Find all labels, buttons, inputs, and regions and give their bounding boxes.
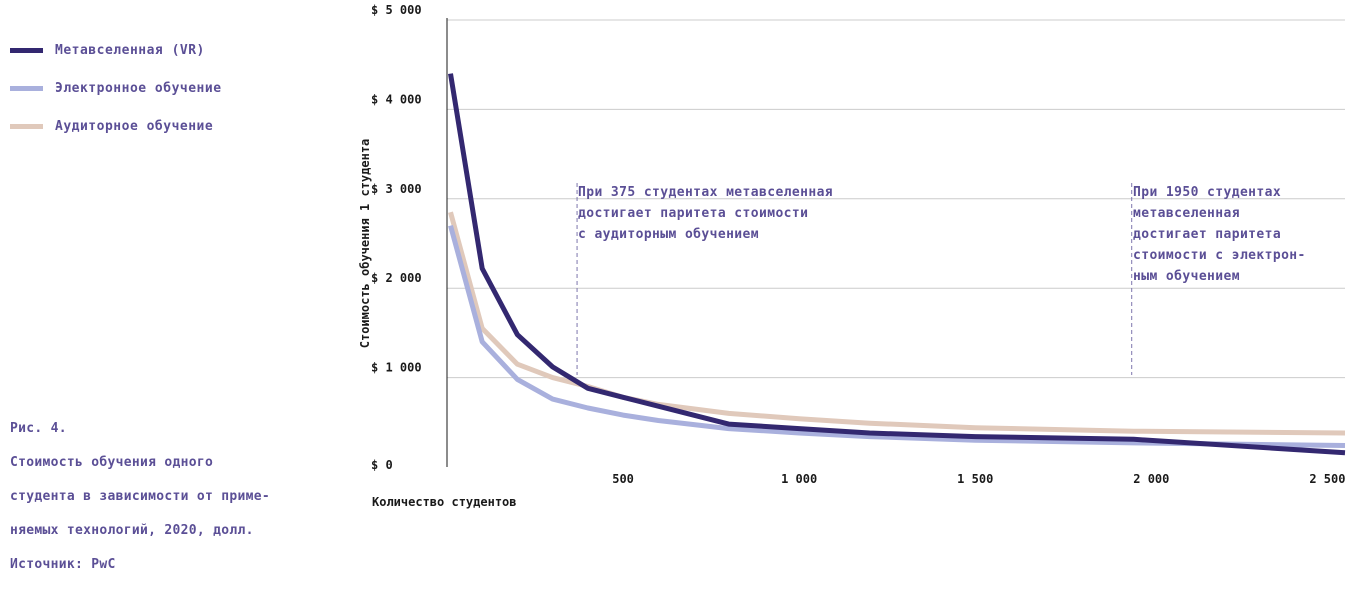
annotation-text: При 1950 студентах <box>1133 185 1281 200</box>
annotation-text: достигает паритета стоимости <box>578 206 808 221</box>
annotation-text: ным обучением <box>1133 269 1240 284</box>
legend-swatch-vr <box>10 47 43 53</box>
x-tick-label: 500 <box>612 472 634 486</box>
y-tick-label: $ 0 <box>371 458 393 472</box>
x-tick-label: 1 000 <box>781 472 817 486</box>
chart-legend: Метавселенная (VR) Электронное обучение … <box>10 40 222 154</box>
y-axis-title: Стоимость обучения 1 студента <box>358 139 372 349</box>
x-tick-label: 2 000 <box>1133 472 1169 486</box>
x-tick-label: 1 500 <box>957 472 993 486</box>
series-line <box>448 224 1346 448</box>
legend-label-classroom: Аудиторное обучение <box>55 118 214 134</box>
legend-swatch-classroom <box>10 123 43 129</box>
y-tick-label: $ 1 000 <box>371 361 422 375</box>
y-tick-label: $ 5 000 <box>371 3 422 17</box>
legend-label-elearning: Электронное обучение <box>55 80 222 96</box>
annotation-text: достигает паритета <box>1133 227 1281 242</box>
x-tick-label: 2 500 <box>1309 472 1345 486</box>
annotation-text: метавселенная <box>1133 206 1240 221</box>
annotation-text: При 375 студентах метавселенная <box>578 185 833 200</box>
caption-source: Источник: PwC <box>10 557 116 572</box>
y-tick-label: $ 4 000 <box>371 92 422 106</box>
annotation-text: стоимости с электрон- <box>1133 248 1306 263</box>
caption-title-line-3: няемых технологий, 2020, долл. <box>10 523 254 538</box>
y-tick-label: $ 3 000 <box>371 182 422 196</box>
x-axis-title: Количество студентов <box>372 495 517 509</box>
caption-figure-number: Рис. 4. <box>10 421 67 436</box>
annotation-text: с аудиторным обучением <box>578 227 759 242</box>
caption-title-line-2: студента в зависимости от приме- <box>10 489 271 504</box>
series-line <box>448 211 1346 436</box>
legend-item-classroom: Аудиторное обучение <box>10 116 222 136</box>
series-line <box>448 73 1346 456</box>
caption-title-line-1: Стоимость обучения одного <box>10 455 214 470</box>
legend-item-elearning: Электронное обучение <box>10 78 222 98</box>
legend-label-vr: Метавселенная (VR) <box>55 42 205 58</box>
legend-item-vr: Метавселенная (VR) <box>10 40 222 60</box>
legend-swatch-elearning <box>10 85 43 91</box>
y-tick-label: $ 2 000 <box>371 271 422 285</box>
line-chart: $ 0 $ 1 000 $ 2 000 $ 3 000 $ 4 000 $ 5 000 50… <box>358 3 1346 509</box>
